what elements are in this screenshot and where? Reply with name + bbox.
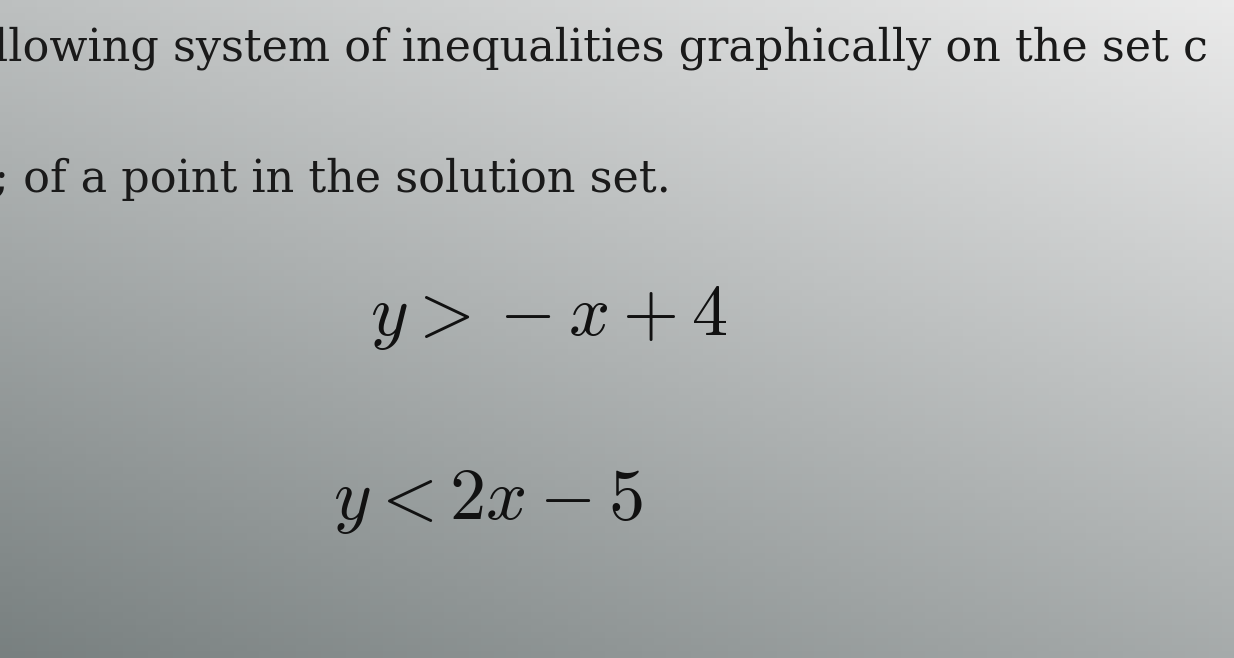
Text: llowing system of inequalities graphically on the set c: llowing system of inequalities graphical…	[0, 26, 1208, 70]
Text: ; of a point in the solution set.: ; of a point in the solution set.	[0, 158, 670, 201]
Text: $y < 2x - 5$: $y < 2x - 5$	[333, 467, 643, 536]
Text: $y > -x + 4$: $y > -x + 4$	[370, 283, 727, 352]
